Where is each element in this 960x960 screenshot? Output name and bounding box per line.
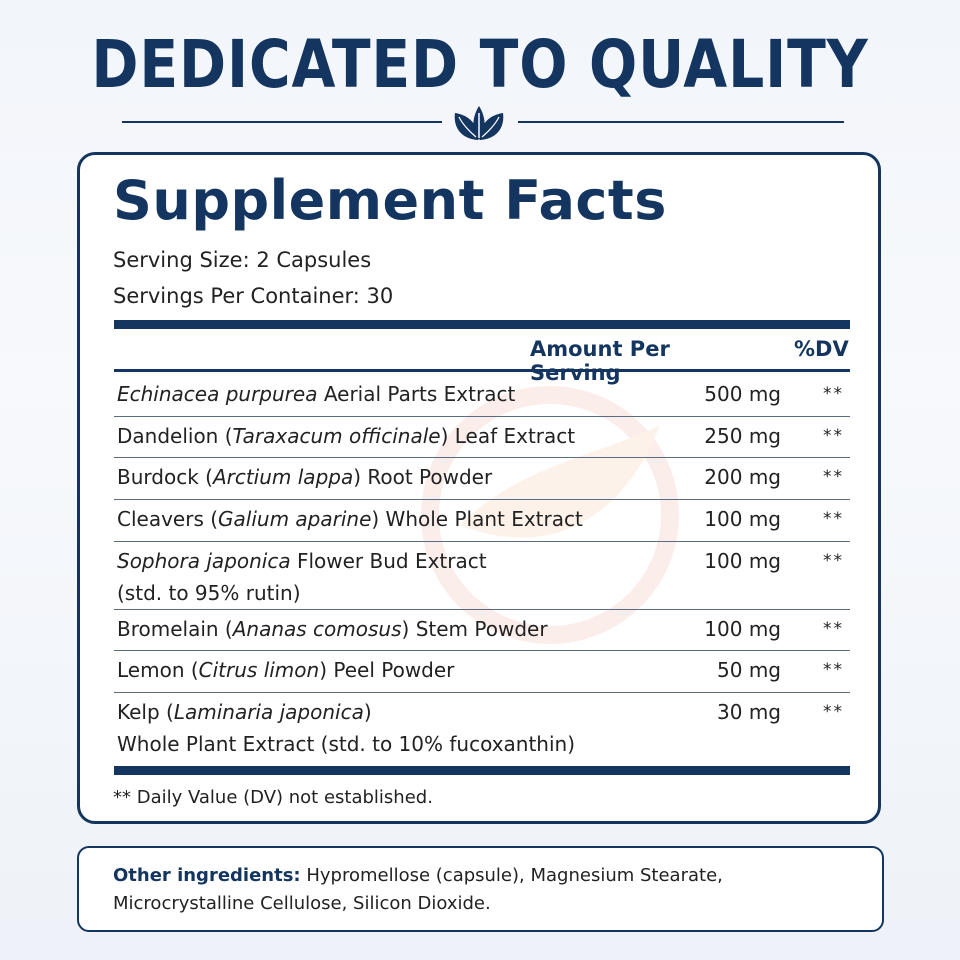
page-title: DEDICATED TO QUALITY [91, 26, 869, 103]
ingredient-latin-name: Citrus limon [198, 658, 320, 682]
ingredient-amount: 200 mg [704, 465, 781, 489]
ingredient-amount: 250 mg [704, 424, 781, 448]
watermark-emblem [421, 386, 679, 644]
other-ingredients-label: Other ingredients: [113, 865, 301, 886]
ingredient-latin-name: Laminaria japonica [173, 700, 364, 724]
ingredient-dv: ** [823, 619, 844, 639]
ingredient-name-part: Bromelain ( [117, 617, 233, 641]
ingredient-dv: ** [823, 509, 844, 529]
header-rule [114, 369, 850, 372]
ingredient-amount: 50 mg [717, 658, 781, 682]
ingredient-amount: 30 mg [717, 700, 781, 724]
ingredient-latin-name: Taraxacum officinale [232, 424, 441, 448]
other-ingredients-box: Other ingredients: Hypromellose (capsule… [77, 846, 884, 932]
ingredient-dv: ** [823, 467, 844, 487]
ingredient-name: Cleavers (Galium aparine) Whole Plant Ex… [117, 503, 657, 535]
ingredient-name-part: Aerial Parts Extract [317, 382, 516, 406]
ingredient-amount: 500 mg [704, 382, 781, 406]
ingredient-amount: 100 mg [704, 507, 781, 531]
divider-right [518, 121, 844, 123]
row-divider [114, 609, 850, 610]
ingredient-name-part: Kelp ( [117, 700, 174, 724]
ingredient-amount: 100 mg [704, 617, 781, 641]
serving-size: Serving Size: 2 Capsules [113, 248, 372, 272]
ingredient-name-part: ) Leaf Extract [440, 424, 576, 448]
divider-left [122, 121, 442, 123]
leaf-icon [454, 106, 504, 140]
ingredient-name-part: ) Root Powder [353, 465, 493, 489]
other-ingredients-text: Other ingredients: Hypromellose (capsule… [113, 862, 853, 918]
ingredient-dv: ** [823, 551, 844, 571]
row-divider [114, 457, 850, 458]
ingredient-name-part: ) [363, 700, 372, 724]
ingredient-name-part: Cleavers ( [117, 507, 219, 531]
dv-footnote: ** Daily Value (DV) not established. [113, 787, 433, 808]
ingredient-name-part: ) Stem Powder [401, 617, 548, 641]
ingredient-name-part: Lemon ( [117, 658, 199, 682]
ingredient-amount: 100 mg [704, 549, 781, 573]
ingredient-name-part: Burdock ( [117, 465, 213, 489]
row-divider [114, 541, 850, 542]
column-header-dv: %DV [794, 337, 849, 361]
ingredient-latin-name: Ananas comosus [232, 617, 402, 641]
ingredient-dv: ** [823, 426, 844, 446]
ingredient-name: Kelp (Laminaria japonica) Whole Plant Ext… [117, 696, 657, 760]
other-ingredients-list: Hypromellose (capsule), Magnesium Steara… [113, 865, 723, 914]
facts-title: Supplement Facts [113, 169, 667, 232]
thick-rule-top [114, 320, 850, 329]
column-header-amount: Amount Per Serving [530, 337, 670, 385]
ingredient-latin-name: Echinacea purpurea [117, 382, 318, 406]
ingredient-dv: ** [823, 702, 844, 722]
ingredient-name: Echinacea purpurea Aerial Parts Extract [117, 378, 657, 410]
ingredient-name-part: Dandelion ( [117, 424, 233, 448]
ingredient-dv: ** [823, 660, 844, 680]
ingredient-name: Burdock (Arctium lappa) Root Powder [117, 461, 657, 493]
thick-rule-bottom [114, 766, 850, 775]
ingredient-dv: ** [823, 384, 844, 404]
row-divider [114, 416, 850, 417]
ingredient-name-part: ) Whole Plant Extract [371, 507, 583, 531]
ingredient-latin-name: Arctium lappa [212, 465, 354, 489]
ingredient-latin-name: Galium aparine [218, 507, 372, 531]
supplement-facts-panel: Supplement Facts Serving Size: 2 Capsule… [77, 152, 881, 824]
ingredient-name: Dandelion (Taraxacum officinale) Leaf Ex… [117, 420, 657, 452]
ingredient-name: Sophora japonica Flower Bud Extract (std.… [117, 545, 657, 609]
servings-per-container: Servings Per Container: 30 [113, 284, 394, 308]
row-divider [114, 692, 850, 693]
ingredient-name-part: Flower Bud Extract [290, 549, 487, 573]
ingredient-name: Lemon (Citrus limon) Peel Powder [117, 654, 657, 686]
ingredient-latin-name: Sophora japonica [117, 549, 291, 573]
row-divider [114, 650, 850, 651]
row-divider [114, 499, 850, 500]
ingredient-name-part: Whole Plant Extract (std. to 10% fucoxan… [117, 732, 576, 756]
ingredient-name-part: (std. to 95% rutin) [117, 581, 301, 605]
ingredient-name-part: ) Peel Powder [319, 658, 455, 682]
ingredient-name: Bromelain (Ananas comosus) Stem Powder [117, 613, 657, 645]
